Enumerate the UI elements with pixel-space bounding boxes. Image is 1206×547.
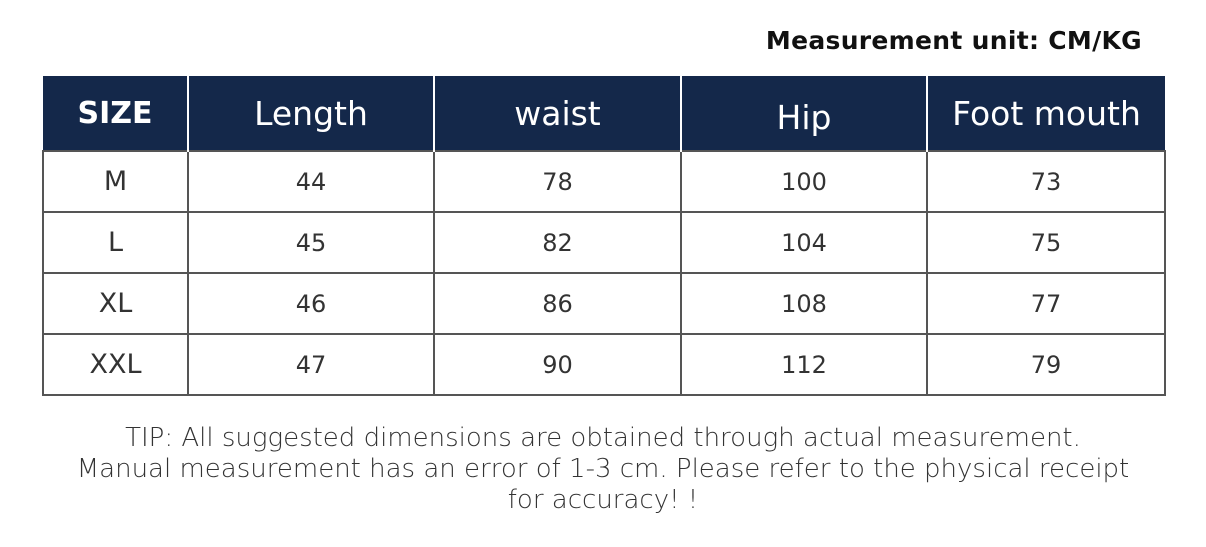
size-cell: L: [42, 211, 189, 274]
header-foot-mouth: Foot mouth: [927, 76, 1165, 151]
value-cell: 46: [187, 272, 435, 335]
value-cell: 47: [187, 333, 435, 396]
header-size: SIZE: [43, 76, 189, 151]
measurement-unit-label: Measurement unit: CM/KG: [765, 26, 1142, 55]
table-row: XXL 47 90 112 79: [42, 333, 1166, 396]
value-cell: 45: [187, 211, 435, 274]
value-cell: 78: [433, 150, 682, 213]
value-cell: 100: [680, 150, 928, 213]
header-length: Length: [188, 76, 435, 151]
header-row: SIZE Length waist Hip Foot mouth: [43, 76, 1165, 151]
value-cell: 104: [680, 211, 928, 274]
value-cell: 75: [926, 211, 1166, 274]
value-cell: 77: [926, 272, 1166, 335]
value-cell: 79: [926, 333, 1166, 396]
tip-line-2: Manual measurement has an error of 1-3 c…: [76, 454, 1130, 484]
tip-line-1: TIP: All suggested dimensions are obtain…: [125, 423, 1081, 453]
table-row: L 45 82 104 75: [42, 211, 1166, 274]
value-cell: 86: [433, 272, 682, 335]
value-cell: 44: [187, 150, 435, 213]
header-waist: waist: [434, 76, 682, 151]
size-cell: XL: [42, 272, 189, 335]
value-cell: 108: [680, 272, 928, 335]
tip-line-3: for accuracy! !: [507, 485, 699, 515]
header-hip: Hip: [681, 76, 928, 151]
size-cell: XXL: [42, 333, 189, 396]
table-row: XL 46 86 108 77: [42, 272, 1166, 335]
size-cell: M: [42, 150, 189, 213]
value-cell: 112: [680, 333, 928, 396]
value-cell: 82: [433, 211, 682, 274]
size-chart-table: SIZE Length waist Hip Foot mouth M 44 78 10…: [42, 76, 1166, 396]
table-row: M 44 78 100 73: [42, 150, 1166, 213]
value-cell: 90: [433, 333, 682, 396]
value-cell: 73: [926, 150, 1166, 213]
tip-text: TIP: All suggested dimensions are obtain…: [0, 423, 1206, 516]
